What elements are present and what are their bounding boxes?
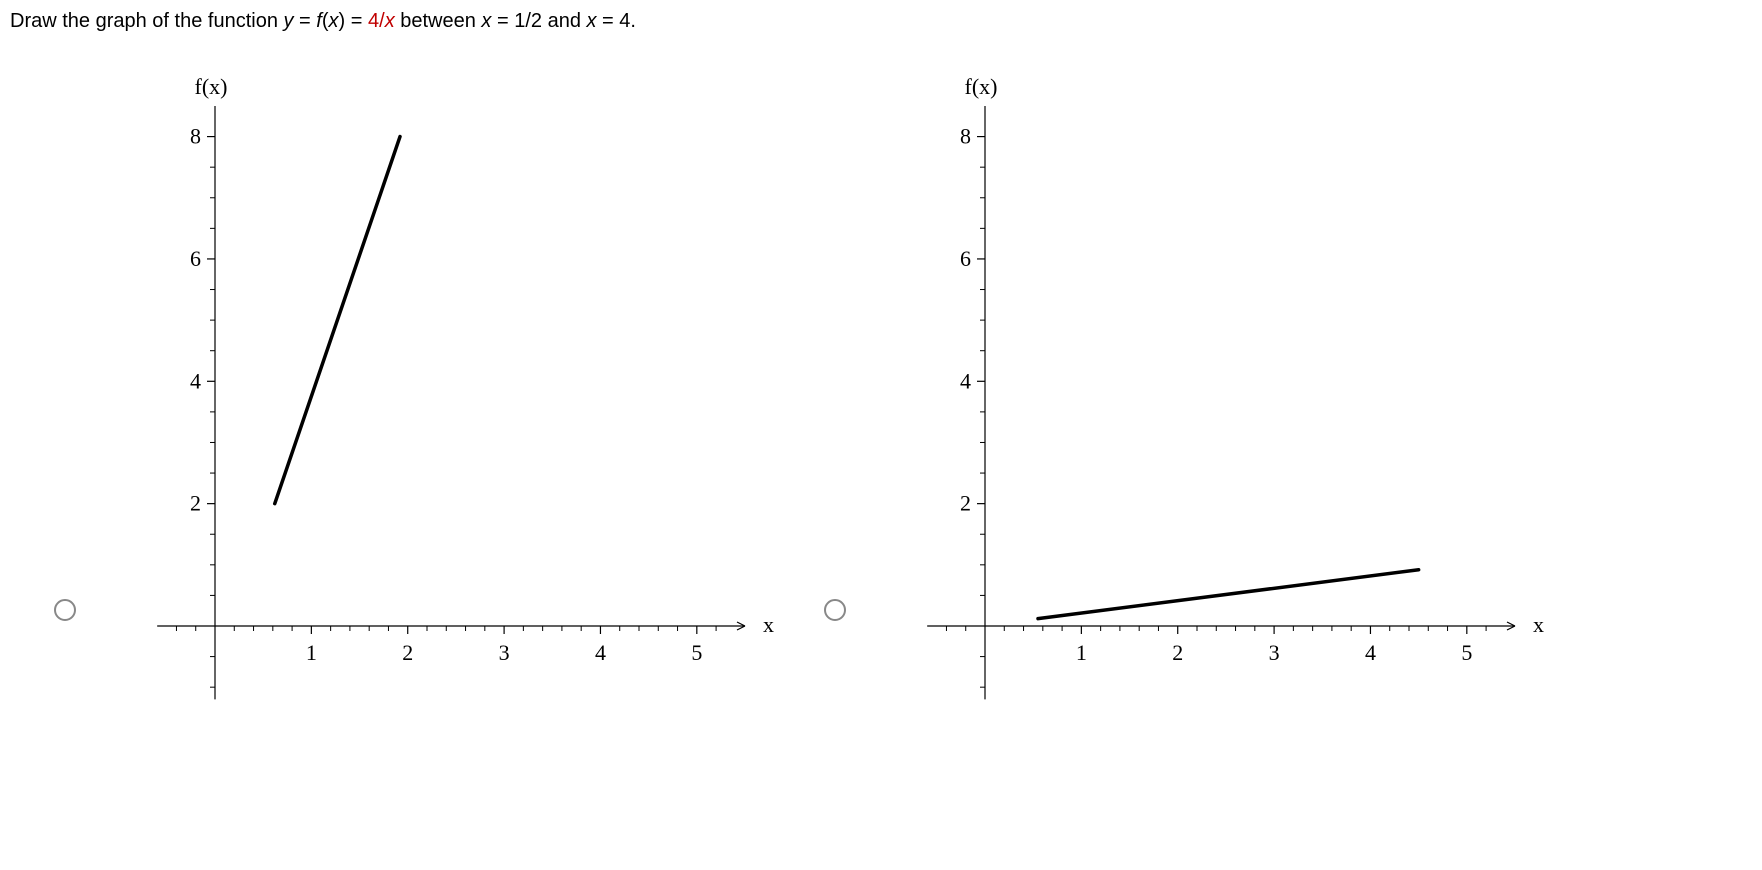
chart-1: 1 2 3 4 5 2 4 6 8 f(x) x [120,41,780,731]
var-x-1: x [329,10,339,32]
svg-text:x: x [763,612,774,637]
eq3: = 1/2 and [491,10,586,32]
option-2: 1 2 3 4 5 2 4 6 8 f(x) x [780,41,1550,731]
radio-wrap-1 [10,599,120,731]
svg-text:8: 8 [960,124,971,149]
svg-text:1: 1 [1076,640,1087,665]
var-x-3: x [587,10,597,32]
paren-open: ( [322,10,329,32]
svg-text:4: 4 [190,368,201,393]
svg-text:f(x): f(x) [195,74,228,99]
svg-text:4: 4 [1365,640,1376,665]
svg-text:5: 5 [691,640,702,665]
svg-text:6: 6 [960,246,971,271]
eq1: = [294,10,317,32]
svg-text:2: 2 [1172,640,1183,665]
svg-text:f(x): f(x) [965,74,998,99]
svg-text:5: 5 [1461,640,1472,665]
eq4: = 4. [597,10,636,32]
svg-text:8: 8 [190,124,201,149]
svg-text:2: 2 [402,640,413,665]
radio-wrap-2 [780,599,890,731]
radio-option-2[interactable] [824,599,846,621]
svg-text:2: 2 [960,491,971,516]
eq2: = [345,10,368,32]
option-1: 1 2 3 4 5 2 4 6 8 f(x) x [10,41,780,731]
answer-options-row: 1 2 3 4 5 2 4 6 8 f(x) x 1 2 3 4 5 2 4 6 8 f(x) x [10,41,1752,731]
var-y: y [284,10,294,32]
svg-text:1: 1 [306,640,317,665]
between-text: between [395,10,482,32]
chart-2: 1 2 3 4 5 2 4 6 8 f(x) x [890,41,1550,731]
question-prompt: Draw the graph of the function y = f(x) … [10,10,1752,33]
radio-option-1[interactable] [54,599,76,621]
svg-text:3: 3 [1269,640,1280,665]
var-x-2: x [481,10,491,32]
svg-text:2: 2 [190,491,201,516]
svg-text:4: 4 [960,368,971,393]
svg-text:4: 4 [595,640,606,665]
svg-text:6: 6 [190,246,201,271]
func-expr: 4/x [368,10,395,32]
svg-text:3: 3 [499,640,510,665]
prompt-text: Draw the graph of the function [10,10,284,32]
svg-text:x: x [1533,612,1544,637]
